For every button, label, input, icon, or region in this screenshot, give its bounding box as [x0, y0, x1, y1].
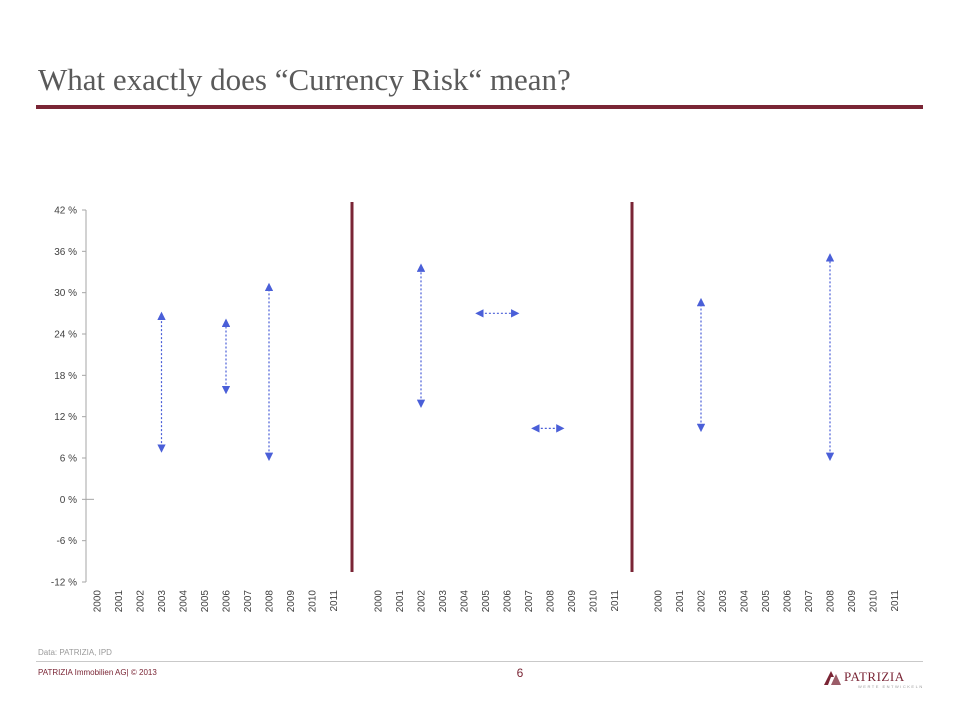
y-tick-label: 18 %: [54, 371, 77, 382]
panel-separators: [350, 202, 634, 572]
y-tick-label: 12 %: [54, 412, 77, 423]
y-tick-label: -12 %: [51, 578, 77, 589]
x-tick-label: 2011: [890, 590, 901, 612]
y-tick-label: 42 %: [54, 206, 77, 217]
y-tick-label: 24 %: [54, 330, 77, 341]
x-tick-label: 2002: [697, 590, 708, 613]
x-tick-label: 2003: [157, 590, 168, 613]
x-tick-label: 2007: [524, 590, 535, 613]
x-tick-label: 2009: [847, 590, 858, 613]
x-tick-label: 2000: [654, 590, 665, 613]
x-tick-label: 2007: [804, 590, 815, 613]
x-tick-label: 2001: [675, 590, 686, 613]
x-tick-label: 2002: [136, 590, 147, 613]
x-tick-label: 2004: [740, 590, 751, 613]
x-axis-labels: 2000 2001 2002 2003 2004 2005 2006 2007 2008 2009…: [93, 590, 902, 613]
x-tick-label: 2001: [395, 590, 406, 613]
x-tick-label: 2004: [460, 590, 471, 613]
x-tick-label: 2002: [417, 590, 428, 613]
page-number: 6: [516, 666, 524, 680]
x-tick-label: 2007: [243, 590, 254, 613]
x-tick-label: 2010: [308, 590, 319, 613]
x-tick-label: 2000: [374, 590, 385, 613]
x-tick-label: 2011: [610, 590, 621, 612]
y-tick-label: 0 %: [60, 495, 77, 506]
x-tick-label: 2004: [179, 590, 190, 613]
y-axis: -12 % -6 % 0 % 6 % 12 % 18 % 24 % 30 % 36 % 42 %: [51, 206, 94, 589]
x-tick-label: 2001: [114, 590, 125, 613]
range-arrows: [157, 253, 835, 462]
x-tick-label: 2005: [481, 590, 492, 613]
page-title: What exactly does “Currency Risk“ mean?: [38, 62, 571, 97]
x-tick-label: 2010: [589, 590, 600, 613]
x-tick-label: 2005: [761, 590, 772, 613]
logo-tagline: WERTE ENTWICKELN: [858, 684, 924, 689]
x-tick-label: 2011: [329, 590, 340, 612]
x-tick-label: 2006: [783, 590, 794, 613]
source-note: Data: PATRIZIA, IPD: [38, 648, 112, 657]
y-tick-label: 36 %: [54, 247, 77, 258]
x-tick-label: 2008: [546, 590, 557, 613]
footer-rule: [36, 661, 923, 662]
y-tick-label: -6 %: [56, 536, 77, 547]
x-tick-label: 2003: [438, 590, 449, 613]
x-tick-label: 2006: [503, 590, 514, 613]
x-tick-label: 2008: [826, 590, 837, 613]
x-tick-label: 2008: [265, 590, 276, 613]
x-tick-label: 2010: [869, 590, 880, 613]
title-rule: [36, 105, 923, 109]
x-tick-label: 2000: [93, 590, 104, 613]
y-tick-label: 6 %: [60, 454, 77, 465]
logo-wordmark: PATRIZIA: [844, 669, 905, 684]
x-tick-label: 2005: [200, 590, 211, 613]
y-tick-label: 30 %: [54, 288, 77, 299]
footer-company: PATRIZIA Immobilien AG| © 2013: [38, 668, 157, 677]
patrizia-logo-icon: [824, 671, 841, 685]
x-tick-label: 2009: [567, 590, 578, 613]
x-tick-label: 2003: [718, 590, 729, 613]
company-logo: PATRIZIA WERTE ENTWICKELN: [822, 668, 924, 692]
x-tick-label: 2006: [222, 590, 233, 613]
x-tick-label: 2009: [286, 590, 297, 613]
range-chart: -12 %-6 %0 %6 %12 %18 %24 %30 %36 %42 % …: [51, 202, 902, 613]
